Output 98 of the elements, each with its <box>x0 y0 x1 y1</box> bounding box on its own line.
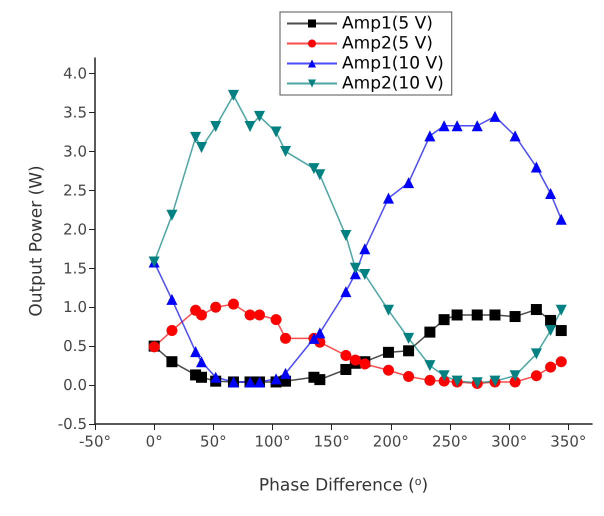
point <box>270 373 282 384</box>
point <box>530 162 542 173</box>
x-tick-label: 350° <box>550 432 586 450</box>
point <box>166 294 178 305</box>
point <box>228 90 239 101</box>
legend-label: Amp1(5 V) <box>342 14 433 34</box>
point <box>424 374 436 386</box>
point <box>556 214 567 225</box>
point <box>424 130 436 142</box>
legend-label: Amp1(10 V) <box>342 54 444 74</box>
point <box>270 126 282 138</box>
y-tick-label: 1.5 <box>63 259 87 278</box>
point <box>196 142 207 154</box>
point <box>510 370 521 382</box>
point <box>452 120 463 132</box>
y-tick-label: 2.5 <box>63 181 87 200</box>
point <box>556 304 567 316</box>
point <box>350 354 361 366</box>
x-tick-label: 50° <box>200 432 227 450</box>
point <box>280 368 292 379</box>
x-tick-label: 250° <box>432 432 468 450</box>
point <box>244 121 256 132</box>
point <box>210 121 222 132</box>
point <box>350 262 361 274</box>
point <box>314 169 326 180</box>
y-tick-label: 4.0 <box>63 64 87 83</box>
point <box>280 146 292 157</box>
point <box>403 332 414 344</box>
point <box>244 309 256 320</box>
point <box>314 327 326 338</box>
point <box>166 325 178 336</box>
point <box>510 130 521 142</box>
point <box>270 314 282 326</box>
point <box>472 309 483 320</box>
point <box>190 346 202 358</box>
x-tick-label: 200° <box>372 432 409 450</box>
point <box>340 350 352 361</box>
point <box>530 370 542 382</box>
point <box>489 309 500 320</box>
point <box>556 325 567 336</box>
x-tick-label: 100° <box>254 432 291 450</box>
y-tick-label: 3.5 <box>63 104 87 122</box>
x-tick-label: 0° <box>146 432 163 450</box>
point <box>280 332 292 344</box>
point <box>510 311 521 322</box>
y-tick-label: 0.5 <box>63 337 87 356</box>
point <box>196 356 207 368</box>
point <box>166 356 178 368</box>
point <box>254 309 265 320</box>
point <box>340 364 352 375</box>
point <box>359 268 370 280</box>
point <box>382 346 394 358</box>
point <box>438 370 450 382</box>
y-tick-label: 0.0 <box>63 376 87 394</box>
point <box>196 309 207 320</box>
point <box>545 314 556 326</box>
point <box>190 132 202 143</box>
point <box>424 326 436 338</box>
point <box>403 371 414 382</box>
point <box>210 372 222 383</box>
point <box>196 372 207 383</box>
point <box>210 302 222 313</box>
point <box>254 110 265 122</box>
y-tick-label: 3.0 <box>63 142 87 160</box>
x-tick-label: -50° <box>79 432 111 450</box>
point <box>308 163 320 174</box>
x-tick-label: 300° <box>491 432 528 450</box>
point <box>382 304 394 316</box>
point <box>545 188 556 199</box>
point <box>452 309 463 320</box>
point <box>556 356 567 368</box>
legend-label: Amp2(10 V) <box>342 74 444 94</box>
point <box>382 192 394 204</box>
point <box>382 364 394 376</box>
point <box>545 325 556 336</box>
point <box>438 314 450 326</box>
point <box>545 362 556 373</box>
point <box>228 298 239 310</box>
point <box>359 358 370 370</box>
point <box>340 230 352 242</box>
point <box>359 243 370 254</box>
point <box>403 345 414 356</box>
point <box>472 120 483 132</box>
point <box>314 374 326 386</box>
x-tick-label: 150° <box>314 432 350 450</box>
point <box>340 286 352 298</box>
y-tick-label: 2.0 <box>63 220 87 238</box>
y-axis-title: Output Power (W) <box>26 165 46 317</box>
legend-label: Amp2(5 V) <box>342 34 433 54</box>
point <box>424 360 436 372</box>
point <box>489 110 500 122</box>
point <box>403 177 414 188</box>
point <box>530 348 542 360</box>
y-tick-label: -0.5 <box>58 415 87 433</box>
point <box>438 120 450 132</box>
point <box>166 210 178 221</box>
point <box>530 304 542 316</box>
y-tick-label: 1.0 <box>63 298 87 316</box>
